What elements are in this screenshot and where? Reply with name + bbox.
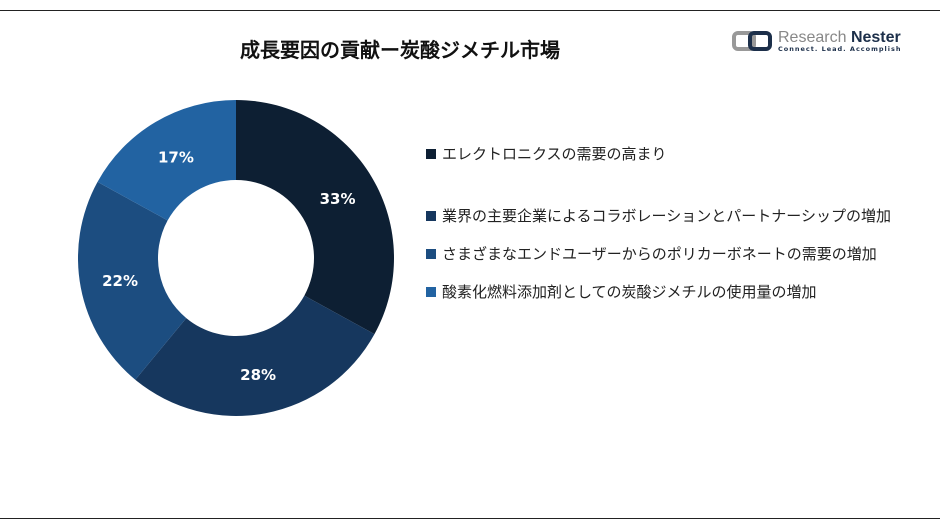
legend-label: エレクトロニクスの需要の高まり: [442, 145, 667, 163]
logo-name-a: Research: [778, 29, 847, 46]
logo-tagline: Connect. Lead. Accomplish: [778, 45, 902, 53]
bottom-rule: [0, 518, 940, 519]
legend-swatch: [426, 211, 436, 221]
legend-swatch: [426, 149, 436, 159]
legend-item: 酸素化燃料添加剤としての炭酸ジメチルの使用量の増加: [426, 276, 896, 308]
legend-label: さまざまなエンドユーザーからのポリカーボネートの需要の増加: [442, 245, 877, 263]
top-rule: [0, 10, 940, 11]
legend-swatch: [426, 249, 436, 259]
donut-slice: [236, 100, 394, 335]
logo-icon: [732, 31, 772, 52]
donut-slice: [135, 295, 375, 416]
legend-item: エレクトロニクスの需要の高まり: [426, 138, 896, 170]
donut-chart: 33% 28% 22% 17%: [78, 100, 394, 416]
donut-slice: [97, 100, 236, 221]
legend-label: 業界の主要企業によるコラボレーションとパートナーシップの増加: [442, 207, 891, 225]
legend: エレクトロニクスの需要の高まり業界の主要企業によるコラボレーションとパートナーシ…: [426, 138, 896, 308]
logo-name-b: Nester: [850, 29, 901, 46]
data-label: 17%: [158, 148, 194, 166]
legend-item: 業界の主要企業によるコラボレーションとパートナーシップの増加: [426, 200, 896, 232]
data-label: 28%: [240, 366, 276, 384]
legend-label: 酸素化燃料添加剤としての炭酸ジメチルの使用量の増加: [442, 283, 817, 301]
legend-item: さまざまなエンドユーザーからのポリカーボネートの需要の増加: [426, 238, 896, 270]
data-label: 22%: [102, 272, 138, 290]
logo: Research Nester Connect. Lead. Accomplis…: [732, 30, 902, 53]
donut-slice: [78, 181, 187, 380]
data-label: 33%: [320, 190, 356, 208]
legend-swatch: [426, 287, 436, 297]
chart-title: 成長要因の貢献ー炭酸ジメチル市場: [240, 38, 560, 62]
